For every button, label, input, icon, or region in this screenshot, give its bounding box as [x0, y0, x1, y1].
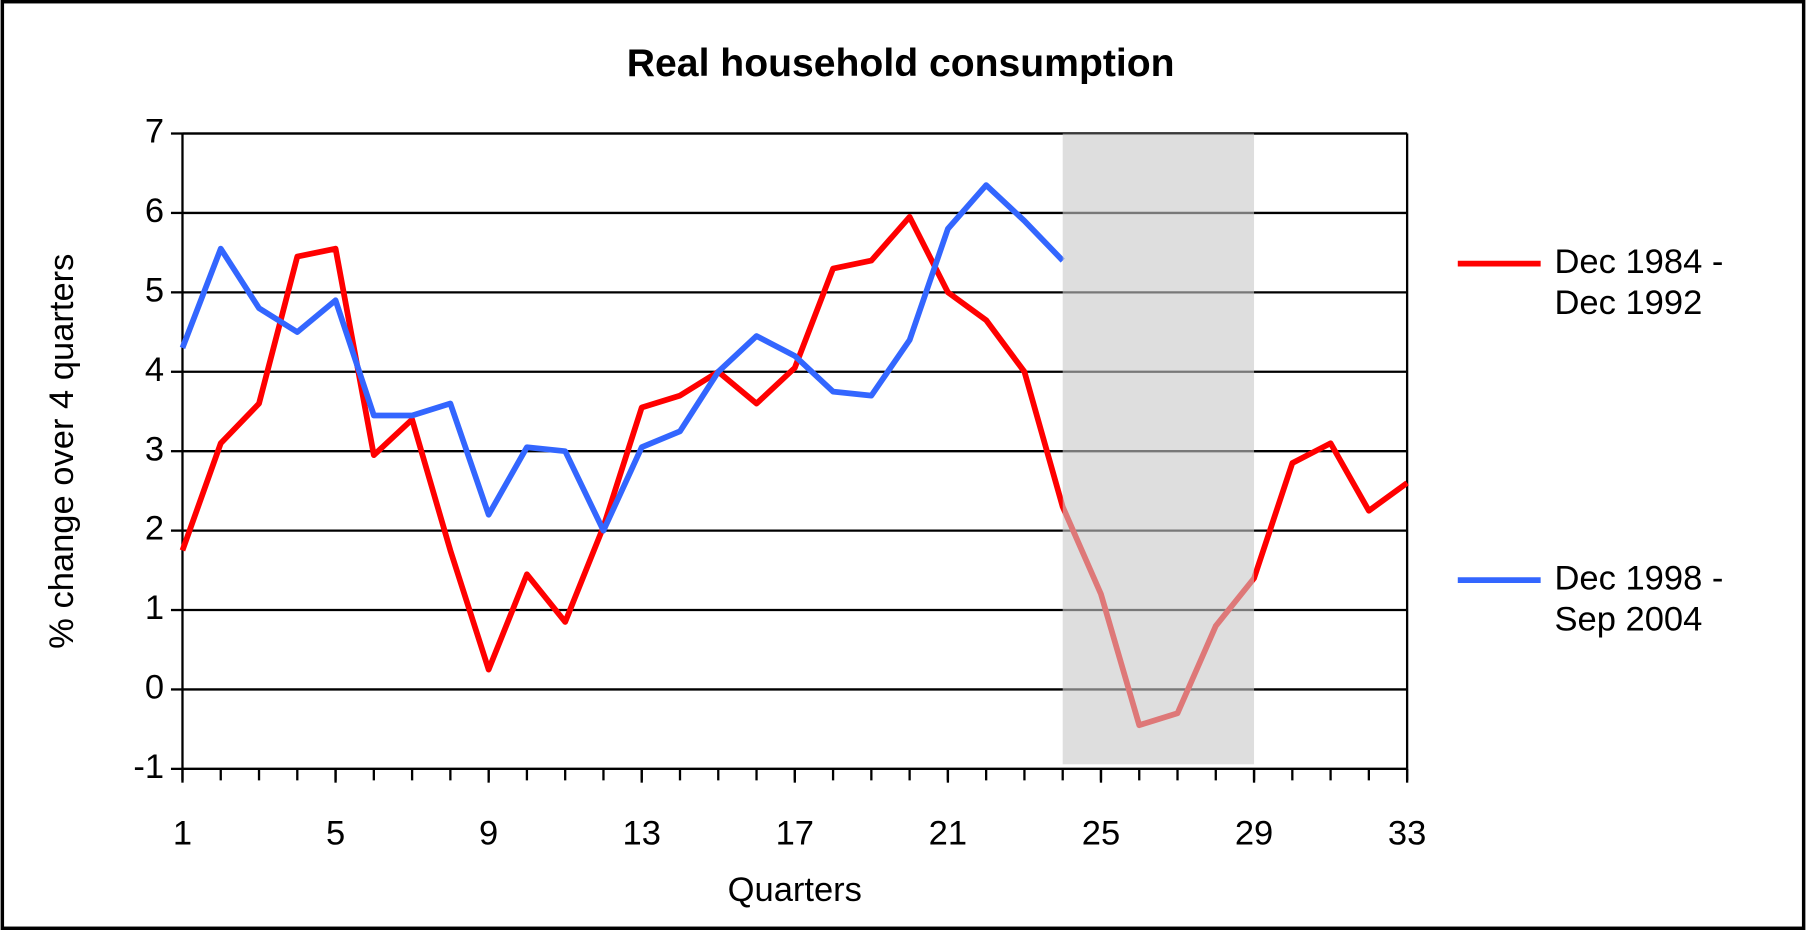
legend-label: Dec 1984 - Dec 1992	[1554, 242, 1724, 323]
legend-entry: Dec 1998 - Sep 2004	[1554, 559, 1724, 639]
legend-entry: Dec 1984 - Dec 1992	[1554, 242, 1724, 323]
legend-label: Dec 1998 - Sep 2004	[1554, 559, 1724, 639]
chart-title: Real household consumption	[627, 42, 1175, 85]
y-tick-label: 2	[145, 510, 164, 548]
x-tick-label: 21	[929, 815, 967, 853]
x-tick-label: 33	[1388, 815, 1426, 853]
x-axis-label: Quarters	[728, 871, 862, 909]
y-tick-label: 1	[145, 589, 164, 627]
x-tick-label: 29	[1235, 815, 1273, 853]
x-tick-label: 17	[776, 815, 814, 853]
y-tick-label: -1	[133, 748, 164, 786]
x-tick-label: 13	[623, 815, 661, 853]
y-axis-label: % change over 4 quarters	[43, 254, 81, 649]
x-tick-label: 5	[326, 815, 345, 853]
y-tick-label: 5	[145, 271, 164, 309]
x-tick-label: 25	[1082, 815, 1120, 853]
y-tick-label: 6	[145, 192, 164, 230]
y-tick-label: 3	[145, 430, 164, 468]
x-tick-label: 9	[479, 815, 498, 853]
x-tick-label: 1	[173, 815, 192, 853]
y-tick-label: 4	[145, 351, 164, 389]
shaded-region	[1062, 133, 1255, 765]
data-line	[179, 182, 1065, 534]
y-tick-label: 0	[145, 669, 164, 707]
y-tick-label: 7	[145, 113, 164, 151]
